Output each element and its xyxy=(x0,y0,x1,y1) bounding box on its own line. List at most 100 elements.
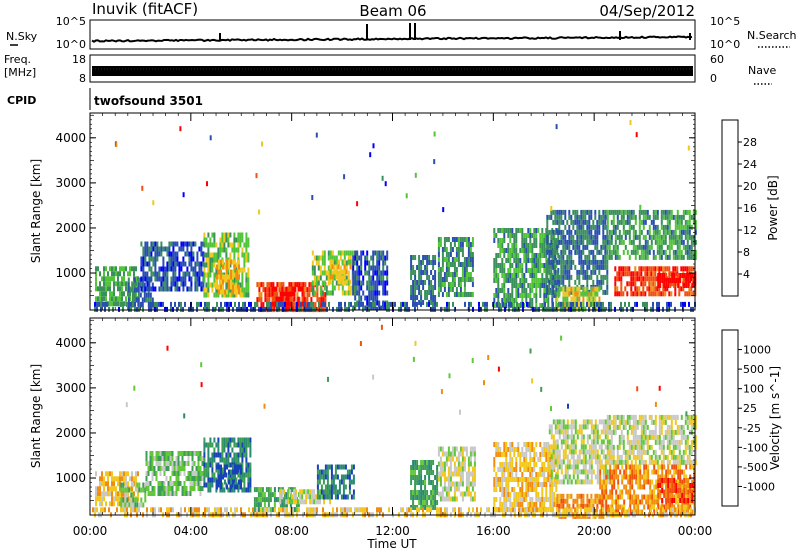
data-cell xyxy=(441,491,444,497)
data-cell xyxy=(614,266,617,272)
data-cell xyxy=(666,286,669,292)
power-y-axis-label: Slant Range [km] xyxy=(29,159,43,263)
data-cell xyxy=(535,492,538,497)
data-cell xyxy=(535,253,538,258)
data-cell xyxy=(527,253,530,258)
data-cell xyxy=(179,481,182,486)
data-cell xyxy=(380,275,383,281)
data-cell xyxy=(113,476,115,482)
data-cell xyxy=(133,287,136,293)
data-cell xyxy=(422,460,425,465)
data-cell xyxy=(680,301,682,307)
data-cell xyxy=(493,457,496,462)
data-cell xyxy=(209,252,212,258)
data-cell xyxy=(459,466,462,472)
data-cell xyxy=(196,281,199,287)
data-cell xyxy=(606,239,609,245)
data-cell xyxy=(551,487,554,492)
data-cell xyxy=(572,259,575,265)
data-cell xyxy=(332,489,335,495)
data-cell xyxy=(469,496,472,502)
data-cell xyxy=(167,451,170,456)
data-cell xyxy=(424,485,427,490)
data-cell xyxy=(95,501,97,507)
data-cell xyxy=(175,491,178,496)
data-cell xyxy=(146,251,149,257)
data-cell xyxy=(543,452,546,457)
data-cell xyxy=(614,306,616,312)
data-cell xyxy=(150,251,153,257)
data-cell xyxy=(155,456,158,461)
data-cell xyxy=(543,268,546,273)
data-cell xyxy=(677,278,680,283)
data-cell xyxy=(190,246,193,252)
data-cell xyxy=(562,439,565,445)
data-cell xyxy=(241,247,244,253)
data-cell xyxy=(129,291,131,297)
data-cell xyxy=(513,268,516,273)
data-cell xyxy=(578,229,581,235)
data-cell xyxy=(306,297,309,303)
data-cell xyxy=(604,289,607,295)
data-cell xyxy=(688,219,691,225)
data-cell xyxy=(550,209,553,215)
data-cell xyxy=(507,258,510,263)
data-cell xyxy=(555,462,558,467)
data-cell xyxy=(268,292,271,298)
data-cell xyxy=(190,256,193,262)
data-cell xyxy=(640,281,643,287)
data-cell xyxy=(556,249,559,255)
data-cell xyxy=(214,306,216,312)
data-cell xyxy=(493,477,496,482)
data-cell xyxy=(511,293,514,298)
data-cell xyxy=(537,228,540,233)
data-cell xyxy=(432,275,435,280)
data-cell xyxy=(531,502,534,507)
data-cell xyxy=(650,239,653,245)
data-cell xyxy=(424,280,427,285)
data-cell xyxy=(352,270,355,276)
data-cell xyxy=(140,241,143,247)
data-cell xyxy=(596,244,599,250)
data-cell xyxy=(646,239,649,245)
data-cell xyxy=(259,497,262,503)
data-cell xyxy=(173,481,176,486)
data-cell xyxy=(541,273,544,278)
data-cell xyxy=(226,464,228,470)
data-cell xyxy=(147,292,150,298)
data-cell xyxy=(218,284,220,290)
data-cell xyxy=(552,249,555,255)
data-cell xyxy=(511,467,514,472)
data-cell xyxy=(549,497,552,502)
data-cell xyxy=(119,296,121,302)
data-cell xyxy=(390,301,392,307)
colorbar-tick-label: 24 xyxy=(743,158,757,171)
data-cell xyxy=(183,481,186,486)
data-cell xyxy=(337,264,340,270)
data-cell xyxy=(451,257,454,262)
data-cell xyxy=(582,244,585,250)
data-cell xyxy=(632,224,635,230)
data-cell xyxy=(568,301,571,307)
data-cell xyxy=(194,271,197,277)
data-cell xyxy=(536,306,538,312)
data-cell xyxy=(554,429,557,435)
data-cell xyxy=(267,492,270,498)
data-cell xyxy=(318,297,321,303)
data-cell xyxy=(370,301,372,307)
data-cell xyxy=(236,484,238,490)
data-cell xyxy=(422,270,425,275)
data-cell xyxy=(422,480,425,485)
data-cell xyxy=(666,229,669,235)
data-cell xyxy=(376,300,379,306)
data-cell xyxy=(568,274,571,280)
data-cell xyxy=(235,247,238,253)
data-cell xyxy=(241,267,244,273)
data-cell xyxy=(572,296,575,302)
data-cell xyxy=(410,475,413,480)
data-cell xyxy=(142,271,145,277)
data-cell xyxy=(216,301,218,307)
data-cell xyxy=(554,229,557,235)
data-cell xyxy=(654,239,657,245)
data-cell xyxy=(412,285,415,290)
